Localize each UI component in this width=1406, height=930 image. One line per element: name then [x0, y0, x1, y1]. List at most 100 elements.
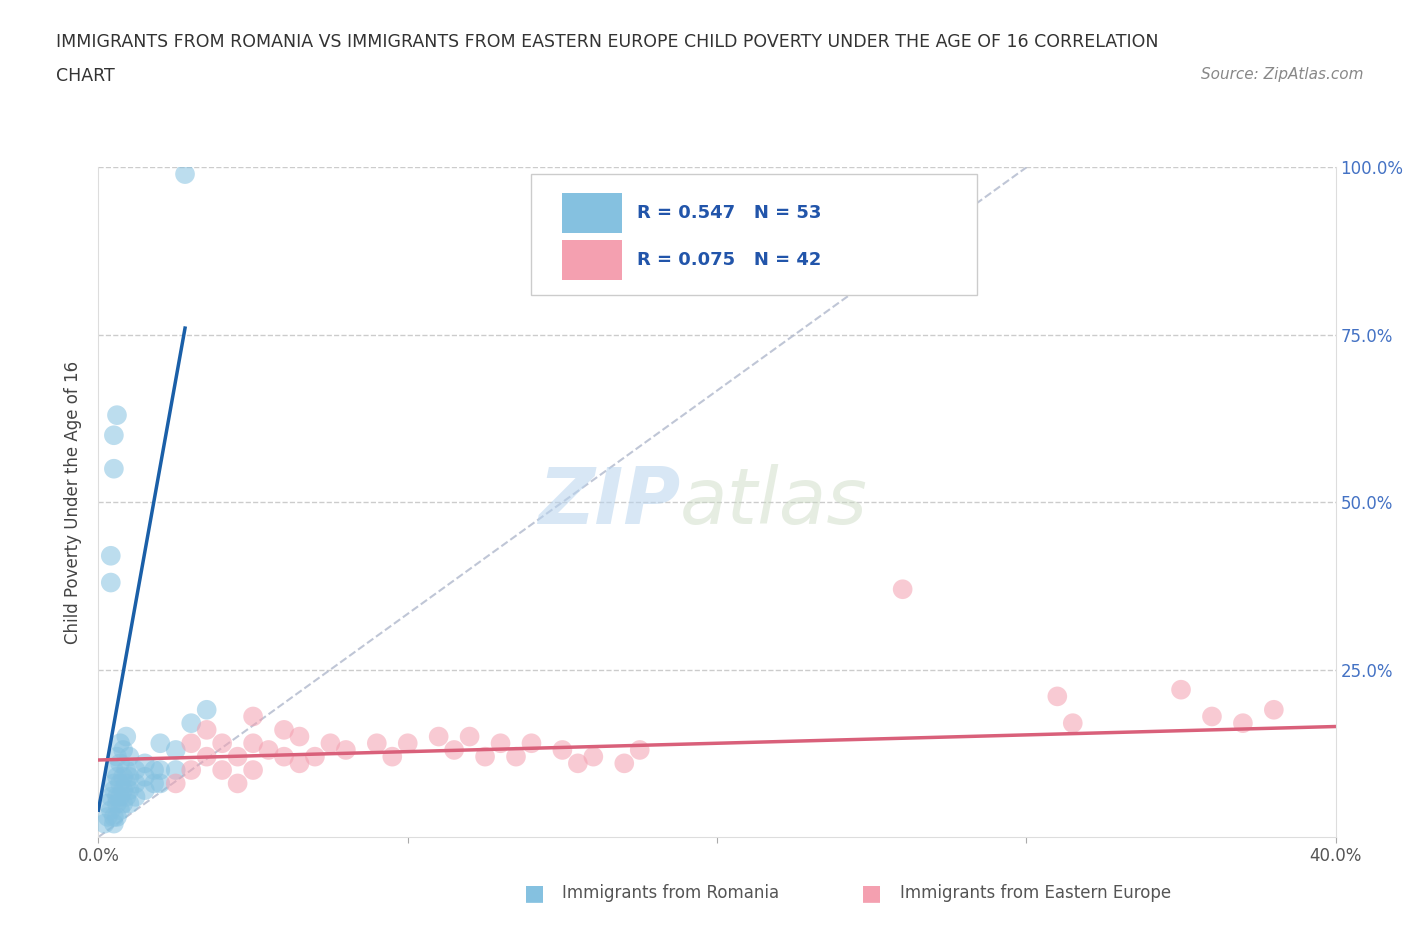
Text: CHART: CHART	[56, 67, 115, 85]
Point	[115, 776, 138, 790]
Point	[124, 776, 146, 790]
Point	[100, 549, 122, 564]
Point	[474, 750, 496, 764]
Point	[105, 790, 128, 804]
Point	[134, 769, 156, 784]
Point	[1046, 689, 1069, 704]
Point	[195, 702, 218, 717]
Point	[195, 723, 218, 737]
Point	[100, 803, 122, 817]
Point	[165, 763, 187, 777]
Point	[103, 817, 125, 831]
Point	[103, 783, 125, 798]
Point	[105, 796, 128, 811]
Point	[108, 776, 131, 790]
Point	[226, 750, 249, 764]
Text: Immigrants from Romania: Immigrants from Romania	[562, 884, 779, 902]
Point	[100, 575, 122, 590]
Text: R = 0.547   N = 53: R = 0.547 N = 53	[637, 204, 821, 222]
Point	[242, 709, 264, 724]
Text: atlas: atlas	[681, 464, 868, 540]
Point	[1201, 709, 1223, 724]
Point	[505, 750, 527, 764]
Point	[211, 763, 233, 777]
Point	[115, 790, 138, 804]
Point	[180, 716, 202, 731]
Y-axis label: Child Poverty Under the Age of 16: Child Poverty Under the Age of 16	[65, 361, 83, 644]
Point	[97, 809, 120, 824]
Point	[443, 742, 465, 757]
Text: ■: ■	[862, 883, 882, 903]
FancyBboxPatch shape	[562, 193, 621, 233]
Point	[551, 742, 574, 757]
Text: Immigrants from Eastern Europe: Immigrants from Eastern Europe	[900, 884, 1171, 902]
Text: IMMIGRANTS FROM ROMANIA VS IMMIGRANTS FROM EASTERN EUROPE CHILD POVERTY UNDER TH: IMMIGRANTS FROM ROMANIA VS IMMIGRANTS FR…	[56, 33, 1159, 50]
FancyBboxPatch shape	[562, 240, 621, 280]
Point	[1170, 683, 1192, 698]
Point	[165, 776, 187, 790]
Point	[891, 582, 914, 597]
Point	[124, 790, 146, 804]
Point	[427, 729, 450, 744]
Point	[335, 742, 357, 757]
Point	[118, 750, 141, 764]
Point	[242, 763, 264, 777]
FancyBboxPatch shape	[531, 174, 977, 295]
Point	[1062, 716, 1084, 731]
Point	[103, 428, 125, 443]
Point	[180, 763, 202, 777]
Point	[115, 729, 138, 744]
Point	[257, 742, 280, 757]
Point	[149, 736, 172, 751]
Point	[174, 166, 197, 181]
Point	[134, 783, 156, 798]
Point	[105, 769, 128, 784]
Point	[108, 803, 131, 817]
Point	[195, 750, 218, 764]
Point	[112, 783, 135, 798]
Point	[242, 736, 264, 751]
Point	[149, 776, 172, 790]
Point	[112, 742, 135, 757]
Point	[304, 750, 326, 764]
Point	[381, 750, 404, 764]
Point	[458, 729, 481, 744]
Point	[108, 736, 131, 751]
Point	[100, 790, 122, 804]
Point	[108, 756, 131, 771]
Point	[149, 763, 172, 777]
Point	[273, 723, 295, 737]
Point	[143, 763, 166, 777]
Point	[105, 407, 128, 422]
Point	[115, 763, 138, 777]
Point	[582, 750, 605, 764]
Point	[134, 756, 156, 771]
Point	[288, 729, 311, 744]
Point	[118, 783, 141, 798]
Point	[396, 736, 419, 751]
Point	[180, 736, 202, 751]
Point	[567, 756, 589, 771]
Text: ■: ■	[524, 883, 544, 903]
Point	[103, 763, 125, 777]
Point	[118, 796, 141, 811]
Point	[103, 809, 125, 824]
Point	[105, 750, 128, 764]
Text: Source: ZipAtlas.com: Source: ZipAtlas.com	[1201, 67, 1364, 82]
Point	[143, 776, 166, 790]
Point	[628, 742, 651, 757]
Point	[93, 817, 115, 831]
Point	[288, 756, 311, 771]
Point	[118, 769, 141, 784]
Text: R = 0.075   N = 42: R = 0.075 N = 42	[637, 251, 821, 269]
Point	[1232, 716, 1254, 731]
Point	[112, 769, 135, 784]
Point	[613, 756, 636, 771]
Point	[1263, 702, 1285, 717]
Point	[520, 736, 543, 751]
Point	[489, 736, 512, 751]
Point	[226, 776, 249, 790]
Point	[112, 796, 135, 811]
Text: ZIP: ZIP	[537, 464, 681, 540]
Point	[211, 736, 233, 751]
